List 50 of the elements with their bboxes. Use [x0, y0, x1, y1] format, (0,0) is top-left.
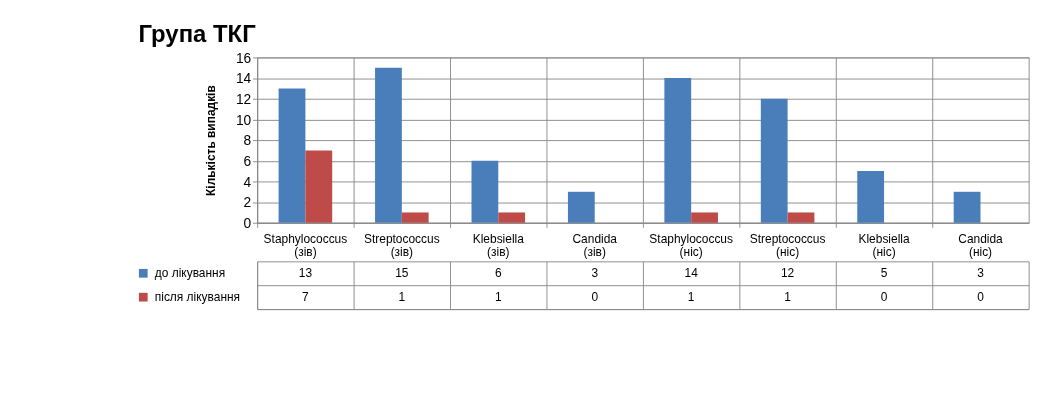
data-label: 1 [784, 289, 792, 304]
y-tick-label: 14 [235, 71, 252, 87]
data-label: 0 [977, 289, 985, 304]
y-tick-label: 12 [235, 91, 252, 107]
legend-label: до лікування [154, 265, 226, 280]
bar [305, 150, 333, 223]
bar [857, 171, 885, 223]
data-label: 0 [880, 289, 888, 304]
data-label: 1 [494, 289, 502, 304]
data-label: 6 [494, 265, 502, 280]
x-tick-label: Candida (ніс) [958, 231, 1004, 260]
bar [567, 191, 595, 223]
x-tick-label: Klebsiella (зів) [472, 231, 525, 260]
data-label: 13 [298, 265, 313, 280]
legend-label: після лікування [154, 289, 241, 304]
bar [787, 212, 815, 223]
bar [498, 212, 526, 223]
bar [471, 160, 499, 223]
data-label: 1 [398, 289, 406, 304]
chart-title: Група ТКГ [138, 20, 257, 48]
y-tick-label: 10 [235, 112, 252, 128]
data-label: 3 [977, 265, 985, 280]
x-tick-label: Klebsiella (ніс) [858, 231, 910, 260]
bar [401, 212, 429, 223]
data-label: 12 [780, 265, 795, 280]
bar [760, 98, 788, 223]
y-axis-title: Кількість випадків [203, 85, 218, 196]
data-label: 3 [591, 265, 599, 280]
x-tick-label: Streptococcus (зів) [364, 231, 440, 260]
y-tick-label: 2 [243, 195, 252, 211]
data-label: 1 [687, 289, 695, 304]
y-tick-label: 8 [243, 133, 252, 149]
data-label: 14 [684, 265, 699, 280]
y-tick-label: 6 [243, 153, 252, 169]
x-tick-label: Staphylococcus (ніс) [649, 231, 733, 260]
data-label: 15 [395, 265, 409, 280]
bar [664, 78, 692, 223]
data-label: 7 [302, 289, 310, 304]
x-tick-label: Streptococcus (ніс) [749, 231, 826, 260]
bar [953, 191, 981, 223]
bar [375, 67, 402, 223]
y-tick-label: 0 [243, 215, 252, 231]
bar [278, 88, 306, 223]
y-tick-label: 4 [243, 174, 252, 190]
x-tick-label: Candida (зів) [572, 231, 618, 260]
x-tick-label: Staphylococcus (зів) [263, 231, 348, 260]
data-label: 0 [591, 289, 599, 304]
data-label: 5 [880, 265, 888, 280]
y-tick-label: 16 [235, 50, 252, 66]
bar [691, 212, 718, 223]
